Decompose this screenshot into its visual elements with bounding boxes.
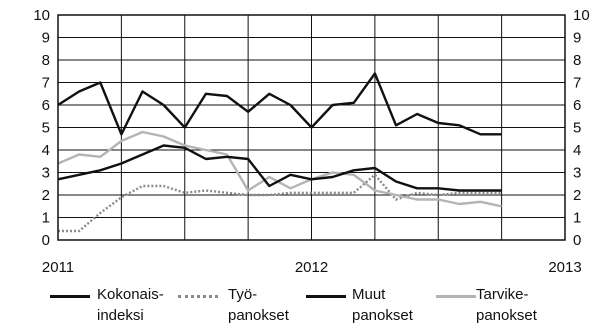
y-tick-label: 10 [33,7,50,24]
y2-tick-label: 10 [573,7,590,24]
y2-tick-label: 1 [573,210,581,227]
x-axis: 2011 2012 2013 [42,259,582,276]
series-line-2 [57,72,502,136]
y-tick-label: 6 [42,97,50,114]
plot-frame [57,14,566,241]
y-tick-label: 9 [42,30,50,47]
y-tick-label: 2 [42,187,50,204]
x-tick-label: 2011 [42,259,74,276]
y-axis-right: 0 1 2 3 4 5 6 7 8 9 10 [573,7,590,249]
y2-tick-label: 8 [573,52,581,69]
legend-label-muut-panokset: Muut panokset [352,286,413,324]
legend-swatch-muut-panokset [306,295,346,298]
y-tick-label: 0 [42,232,50,249]
y-tick-label: 3 [42,165,50,182]
y-tick-label: 7 [42,75,50,92]
y2-tick-label: 9 [573,30,581,47]
legend-swatch-kokonaisindeksi [50,295,90,298]
y2-tick-label: 0 [573,232,581,249]
series-line-3 [57,130,502,208]
legend-label-tarvikepanokset: Tarvike- panokset [476,286,537,324]
y-tick-label: 5 [42,120,50,137]
series-lines [57,72,502,233]
legend-swatch-tarvikepanokset [436,295,476,298]
y-tick-label: 1 [42,210,50,227]
y-tick-label: 8 [42,52,50,69]
y2-tick-label: 5 [573,120,581,137]
y2-tick-label: 4 [573,142,581,159]
y-axis-left: 0 1 2 3 4 5 6 7 8 9 10 [33,7,50,249]
y-tick-label: 4 [42,142,50,159]
y2-tick-label: 2 [573,187,581,204]
series-line-0 [57,144,502,192]
x-tick-label: 2013 [548,259,581,276]
y2-tick-label: 7 [573,75,581,92]
series-line-1 [58,173,502,233]
y2-tick-label: 3 [573,165,581,182]
legend-swatch-tyopanokset [178,295,218,298]
legend: Kokonais- indeksi Työ- panokset Muut pan… [0,284,597,330]
x-tick-label: 2012 [295,259,328,276]
legend-label-tyopanokset: Työ- panokset [228,286,289,324]
y2-tick-label: 6 [573,97,581,114]
legend-label-kokonaisindeksi: Kokonais- indeksi [97,286,164,324]
